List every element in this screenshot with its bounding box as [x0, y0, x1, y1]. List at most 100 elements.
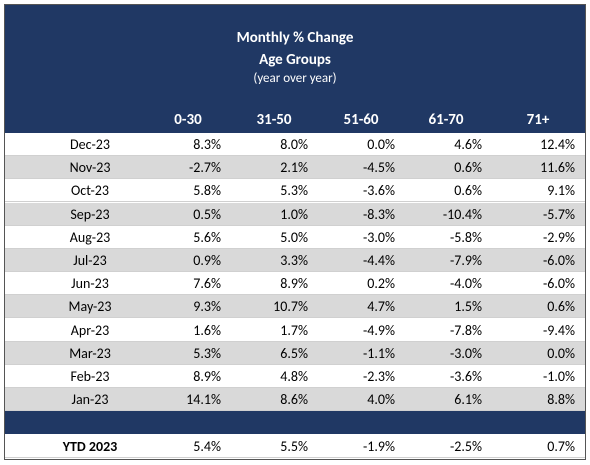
cell-value: 6.1%	[454, 391, 482, 409]
cell-value: 4.0%	[367, 391, 395, 409]
cell-value: 0.0%	[367, 136, 395, 153]
cell-value: 14.1%	[186, 391, 221, 409]
cell-value: 10.7%	[273, 298, 308, 316]
cell-value: -2.3%	[362, 368, 395, 385]
table-row: Jan-23 14.1% 8.6% 4.0% 6.1% 8.8%	[5, 388, 585, 412]
table-row: May-23 9.3% 10.7% 4.7% 1.5% 0.6%	[5, 295, 585, 319]
cell-value: -2.5%	[449, 438, 482, 455]
table-row: Sep-23 0.5% 1.0% -8.3% -10.4% -5.7%	[5, 202, 585, 226]
table-row: Aug-23 5.6% 5.0% -3.0% -5.8% -2.9%	[5, 225, 585, 249]
cell-value: -4.9%	[362, 321, 395, 339]
table-row: YTD 2023 5.4% 5.5% -1.9% -2.5% 0.7%	[5, 435, 585, 458]
cell-value: 1.6%	[193, 321, 221, 339]
cell-value: 11.6%	[540, 159, 575, 177]
cell-value: 8.6%	[280, 391, 308, 409]
cell-value: 5.8%	[193, 182, 221, 200]
column-header: 31-50	[256, 111, 292, 129]
table-row: Feb-23 8.9% 4.8% -2.3% -3.6% -1.0%	[5, 365, 585, 388]
cell-value: 8.9%	[280, 275, 308, 293]
row-label: Sep-23	[70, 205, 110, 223]
cell-value: -4.4%	[362, 252, 395, 269]
cell-value: -3.6%	[362, 182, 395, 200]
row-label: Mar-23	[69, 344, 111, 362]
cell-value: 5.5%	[280, 438, 308, 455]
cell-value: -3.6%	[449, 368, 482, 385]
cell-value: 8.0%	[280, 136, 308, 153]
cell-value: 2.1%	[280, 159, 308, 177]
cell-value: -2.9%	[542, 228, 575, 246]
cell-value: 3.3%	[280, 252, 308, 269]
cell-value: 0.2%	[367, 275, 395, 293]
subtitle: Age Groups	[259, 51, 331, 69]
column-header: 51-60	[343, 111, 379, 129]
cell-value: 0.7%	[547, 438, 575, 455]
row-label: YTD 2023	[62, 438, 118, 455]
table-row: Dec-23 8.3% 8.0% 0.0% 4.6% 12.4%	[5, 133, 585, 156]
cell-value: 6.5%	[280, 344, 308, 362]
cell-value: -4.5%	[362, 159, 395, 177]
row-label: Feb-23	[70, 368, 110, 385]
cell-value: 5.3%	[193, 344, 221, 362]
row-label: Nov-23	[69, 159, 111, 177]
cell-value: -1.9%	[362, 438, 395, 455]
cell-value: -5.7%	[542, 205, 575, 223]
separator-bar	[5, 411, 585, 434]
cell-value: 0.6%	[547, 298, 575, 316]
cell-value: 4.6%	[454, 136, 482, 153]
table-row: Nov-23 -2.7% 2.1% -4.5% 0.6% 11.6%	[5, 156, 585, 180]
cell-value: -3.0%	[362, 228, 395, 246]
cell-value: -6.0%	[542, 252, 575, 269]
row-label: Jun-23	[71, 275, 109, 293]
cell-value: -9.4%	[542, 321, 575, 339]
row-label: Oct-23	[71, 182, 109, 200]
cell-value: 5.4%	[193, 438, 221, 455]
row-label: May-23	[68, 298, 112, 316]
cell-value: 0.0%	[547, 344, 575, 362]
cell-value: 4.7%	[367, 298, 395, 316]
row-label: Jan-23	[71, 391, 109, 409]
row-label: Dec-23	[70, 136, 110, 153]
cell-value: 8.3%	[193, 136, 221, 153]
cell-value: 1.7%	[280, 321, 308, 339]
table-row: Apr-23 1.6% 1.7% -4.9% -7.8% -9.4%	[5, 318, 585, 342]
table-row: Oct-23 5.8% 5.3% -3.6% 0.6% 9.1%	[5, 179, 585, 203]
column-header: 0-30	[174, 111, 202, 129]
cell-value: 12.4%	[540, 136, 575, 153]
cell-value: -7.8%	[449, 321, 482, 339]
cell-value: 8.9%	[193, 368, 221, 385]
cell-value: 5.6%	[193, 228, 221, 246]
cell-value: -1.0%	[542, 368, 575, 385]
cell-value: 0.6%	[454, 182, 482, 200]
header: Monthly % Change Age Groups (year over y…	[5, 5, 585, 133]
cell-value: 0.5%	[193, 205, 221, 223]
cell-value: 0.6%	[454, 159, 482, 177]
cell-value: -5.8%	[449, 228, 482, 246]
row-label: Jul-23	[73, 252, 107, 269]
table-row: Jun-23 7.6% 8.9% 0.2% -4.0% -6.0%	[5, 272, 585, 296]
cell-value: 4.8%	[280, 368, 308, 385]
cell-value: 1.5%	[454, 298, 482, 316]
row-label: Aug-23	[69, 228, 111, 246]
table: Monthly % Change Age Groups (year over y…	[4, 4, 586, 460]
cell-value: -7.9%	[449, 252, 482, 269]
cell-value: -4.0%	[449, 275, 482, 293]
cell-value: -2.7%	[188, 159, 221, 177]
title: Monthly % Change	[236, 29, 354, 47]
cell-value: -8.3%	[362, 205, 395, 223]
table-row: Jul-23 0.9% 3.3% -4.4% -7.9% -6.0%	[5, 249, 585, 272]
cell-value: 1.0%	[280, 205, 308, 223]
row-label: Apr-23	[70, 321, 110, 339]
cell-value: 9.3%	[193, 298, 221, 316]
column-header: 61-70	[428, 111, 464, 129]
table-row: Mar-23 5.3% 6.5% -1.1% -3.0% 0.0%	[5, 341, 585, 365]
cell-value: 7.6%	[193, 275, 221, 293]
cell-value: 5.3%	[280, 182, 308, 200]
column-header: 71+	[526, 111, 550, 129]
cell-value: -3.0%	[449, 344, 482, 362]
cell-value: 5.0%	[280, 228, 308, 246]
cell-value: -10.4%	[442, 205, 482, 223]
cell-value: 0.9%	[193, 252, 221, 269]
cell-value: 8.8%	[547, 391, 575, 409]
cell-value: -6.0%	[542, 275, 575, 293]
